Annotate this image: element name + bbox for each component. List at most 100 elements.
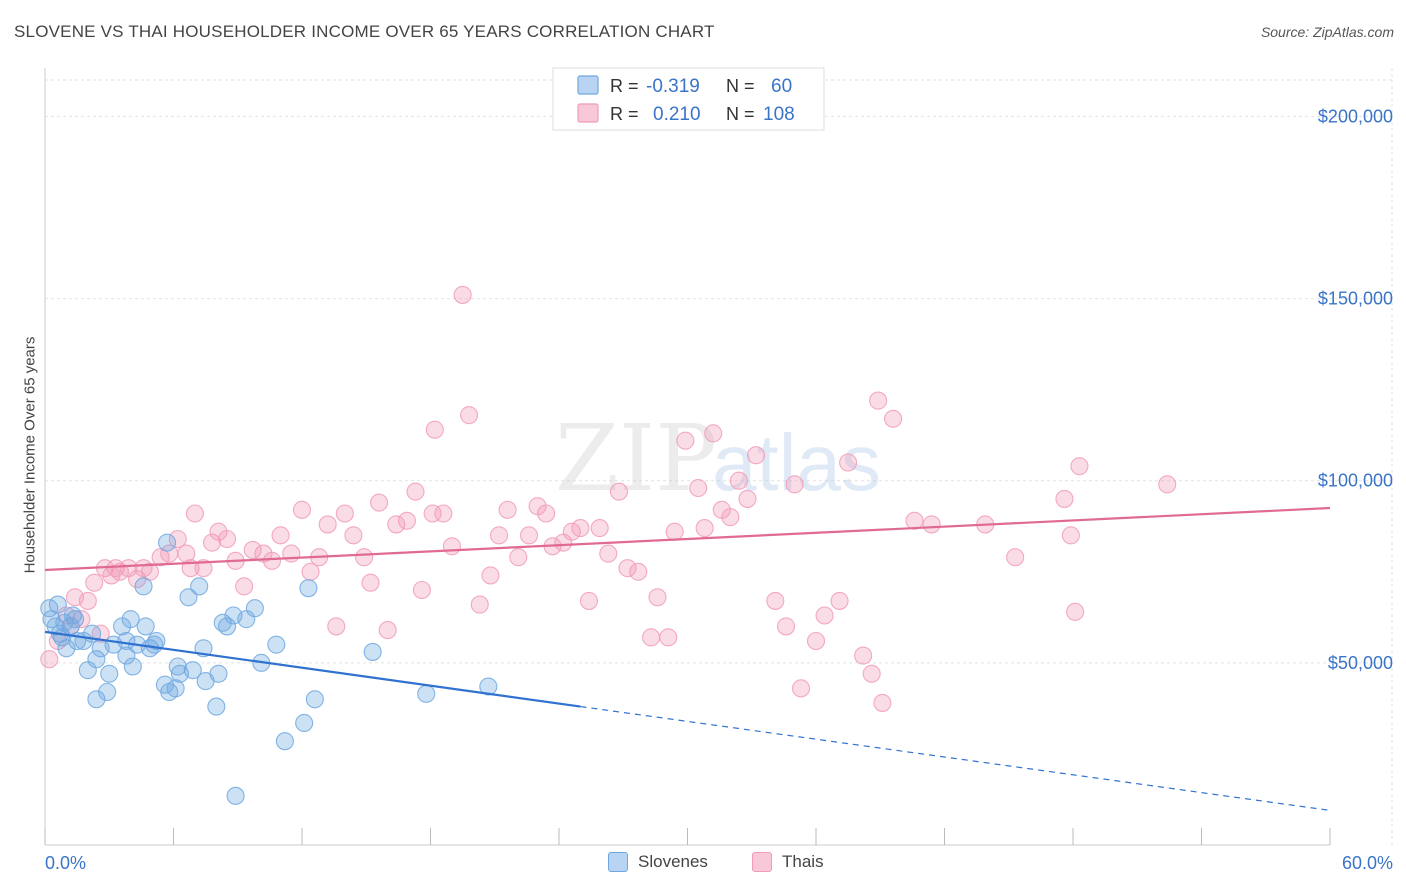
- slovenes-point-55: [417, 684, 436, 703]
- thais-point-73: [648, 588, 667, 607]
- slovenes-point-30: [158, 533, 177, 552]
- thais-point-81: [721, 508, 740, 527]
- thais-point-57: [498, 500, 517, 519]
- thais-point-88: [791, 679, 811, 698]
- legend-label-slovenes: Slovenes: [638, 852, 708, 871]
- slovenes-point-16: [87, 690, 106, 709]
- slovenes-point-56: [479, 677, 498, 696]
- trend-lines: [44, 506, 1331, 811]
- thais-point-85: [766, 591, 785, 610]
- slovenes-point-47: [245, 599, 264, 618]
- thais-point-97: [884, 409, 903, 428]
- thais-point-33: [282, 544, 301, 563]
- thais-point-28: [235, 577, 254, 596]
- thais-point-34: [292, 500, 312, 519]
- y-tick-label-2: $150,000: [1318, 289, 1393, 309]
- thais-point-54: [470, 595, 489, 614]
- thais-point-74: [659, 628, 678, 647]
- thais-point-82: [729, 471, 748, 490]
- thais-point-84: [746, 446, 766, 465]
- thais-point-92: [839, 453, 858, 472]
- legend-swatch-thais: [577, 103, 599, 123]
- thais-point-40: [344, 526, 363, 545]
- thais-point-50: [434, 504, 453, 523]
- legend-r-value-thais: 0.210: [653, 104, 701, 125]
- legend-n-label-slovenes: N =: [726, 76, 755, 96]
- slovenes-point-22: [123, 657, 142, 676]
- slovenes-point-41: [209, 664, 228, 683]
- thais-point-70: [618, 559, 637, 578]
- thais-point-106: [1158, 475, 1177, 494]
- slovenes-point-6: [57, 639, 76, 658]
- chart-title: SLOVENE VS THAI HOUSEHOLDER INCOME OVER …: [14, 22, 715, 41]
- thais-point-46: [397, 511, 416, 530]
- thais-point-69: [609, 482, 629, 501]
- slovenes-point-28: [147, 631, 166, 651]
- thais-point-72: [642, 628, 661, 647]
- thais-point-19: [168, 529, 187, 549]
- slovenes-point-13: [87, 650, 106, 669]
- slovenes-point-51: [295, 713, 314, 733]
- legend-top: R = -0.319 N = 60 R = 0.210 N = 108: [552, 67, 825, 131]
- slovenes-point-58: [63, 606, 82, 625]
- thais-point-22: [185, 504, 204, 523]
- thais-point-66: [579, 591, 599, 610]
- thais-point-75: [665, 522, 684, 541]
- thais-point-93: [854, 646, 873, 665]
- thais-point-90: [815, 606, 834, 625]
- thais-point-98: [905, 511, 924, 530]
- thais-point-105: [1070, 457, 1089, 476]
- slovenes-point-35: [179, 588, 198, 607]
- thais-point-24: [203, 533, 222, 552]
- legend-n-value-thais: 108: [763, 104, 795, 125]
- thais-point-0: [40, 650, 59, 669]
- source-label: Source: ZipAtlas.com: [1260, 24, 1394, 40]
- thais-point-43: [370, 493, 389, 512]
- y-tick-label-0: $50,000: [1328, 653, 1393, 673]
- series-thais: [40, 285, 1177, 712]
- trend-line-thais: [44, 506, 1331, 572]
- x-tick-label-1: 60.0%: [1342, 853, 1393, 873]
- legend-r-label-thais: R =: [610, 104, 639, 124]
- thais-point-67: [590, 519, 609, 538]
- thais-point-59: [519, 526, 539, 545]
- slovenes-point-45: [226, 786, 245, 805]
- thais-point-31: [262, 551, 282, 570]
- slovenes-point-54: [363, 642, 382, 661]
- y-tick-label-3: $200,000: [1318, 106, 1393, 126]
- legend-swatch-slovenes: [577, 75, 599, 95]
- thais-point-101: [1006, 548, 1025, 567]
- thais-point-53: [459, 406, 479, 425]
- thais-point-61: [537, 504, 556, 523]
- slovenes-point-40: [207, 697, 226, 716]
- thais-point-71: [629, 562, 648, 581]
- thais-point-94: [862, 664, 881, 683]
- thais-point-51: [442, 537, 461, 556]
- legend-bottom: Slovenes Thais: [0, 852, 1406, 876]
- legend-n-value-slovenes: 60: [771, 76, 792, 97]
- thais-point-83: [738, 489, 757, 508]
- trend-line-slovenes: [44, 630, 581, 708]
- thais-point-6: [78, 591, 97, 610]
- thais-point-45: [387, 515, 406, 534]
- axes: [44, 68, 1331, 846]
- thais-point-99: [922, 515, 941, 534]
- trend-line-slovenes-extrapolated: [580, 705, 1331, 811]
- thais-point-7: [85, 573, 104, 592]
- thais-point-102: [1055, 489, 1074, 508]
- thais-point-52: [453, 285, 472, 304]
- thais-point-68: [599, 544, 618, 563]
- legend-item-slovenes[interactable]: Slovenes: [608, 852, 708, 872]
- thais-point-77: [689, 478, 708, 498]
- legend-swatch-thais-bottom: [752, 852, 772, 872]
- thais-point-87: [785, 475, 804, 494]
- thais-point-104: [1066, 602, 1085, 621]
- thais-point-26: [217, 529, 237, 549]
- thais-point-39: [335, 504, 354, 523]
- thais-point-41: [355, 548, 374, 567]
- watermark-zip: ZIP: [555, 405, 717, 512]
- slovenes-point-49: [267, 635, 286, 654]
- thais-point-32: [271, 526, 290, 545]
- legend-item-thais[interactable]: Thais: [752, 852, 824, 872]
- thais-point-56: [489, 526, 509, 545]
